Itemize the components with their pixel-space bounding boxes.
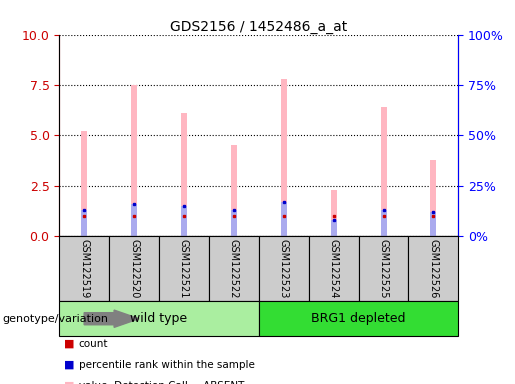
Text: wild type: wild type — [130, 312, 187, 325]
Text: value, Detection Call = ABSENT: value, Detection Call = ABSENT — [79, 381, 244, 384]
Text: genotype/variation: genotype/variation — [3, 314, 109, 324]
Bar — [81, 131, 87, 236]
Text: count: count — [79, 339, 108, 349]
Text: GSM122522: GSM122522 — [229, 240, 239, 299]
Bar — [431, 160, 436, 236]
Bar — [381, 210, 386, 236]
Bar — [131, 85, 137, 236]
Bar — [381, 107, 386, 236]
Text: GSM122524: GSM122524 — [329, 240, 339, 299]
Bar — [281, 202, 287, 236]
Text: GSM122525: GSM122525 — [379, 240, 388, 299]
Bar — [59, 236, 109, 301]
Text: GSM122521: GSM122521 — [179, 240, 189, 299]
Bar — [109, 236, 159, 301]
Title: GDS2156 / 1452486_a_at: GDS2156 / 1452486_a_at — [170, 20, 348, 33]
Text: ■: ■ — [64, 339, 75, 349]
Bar — [59, 301, 259, 336]
Bar — [181, 206, 187, 236]
Text: ■: ■ — [64, 360, 75, 370]
FancyArrow shape — [84, 310, 139, 327]
Bar — [358, 236, 408, 301]
Bar — [281, 79, 287, 236]
Bar — [331, 220, 337, 236]
Bar — [259, 301, 458, 336]
Text: GSM122519: GSM122519 — [79, 240, 89, 299]
Text: percentile rank within the sample: percentile rank within the sample — [79, 360, 255, 370]
Bar — [431, 212, 436, 236]
Text: GSM122526: GSM122526 — [428, 240, 438, 299]
Bar — [231, 210, 237, 236]
Bar — [408, 236, 458, 301]
Text: GSM122523: GSM122523 — [279, 240, 289, 299]
Bar — [131, 204, 137, 236]
Text: BRG1 depleted: BRG1 depleted — [312, 312, 406, 325]
Bar — [81, 210, 87, 236]
Bar — [159, 236, 209, 301]
Bar — [209, 236, 259, 301]
Bar — [231, 146, 237, 236]
Bar — [308, 236, 358, 301]
Bar — [181, 113, 187, 236]
Text: ■: ■ — [64, 381, 75, 384]
Bar — [331, 190, 337, 236]
Text: GSM122520: GSM122520 — [129, 240, 139, 299]
Bar — [259, 236, 308, 301]
